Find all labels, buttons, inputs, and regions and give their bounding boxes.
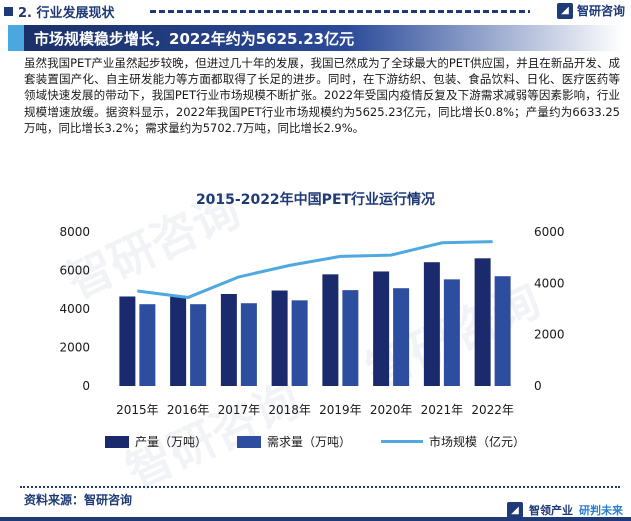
x-axis-tick: 2019年 (319, 403, 362, 417)
right-axis-tick: 2000 (534, 328, 565, 342)
market-size-line (137, 240, 493, 299)
right-axis-tick: 0 (534, 379, 542, 393)
right-axis-tick: 6000 (534, 225, 565, 239)
square-bullet-icon (4, 7, 13, 16)
bar-demand (342, 290, 359, 386)
bar-production (474, 258, 491, 386)
left-axis-tick: 8000 (59, 225, 90, 239)
brand-name: 智研咨询 (576, 4, 625, 18)
legend-swatch (237, 435, 262, 448)
bar-demand (240, 303, 257, 386)
top-bar: 2. 行业发展现状 ◢ 智研咨询 (0, 0, 631, 22)
legend-item-market-size: 市场规模（亿元） (381, 433, 525, 450)
footer-brand: ◢ 智领产业 研判未来 (507, 502, 623, 518)
legend-item-demand: 需求量（万吨） (237, 433, 351, 450)
legend-line (381, 440, 424, 443)
bar-demand (443, 279, 460, 386)
bar-production (170, 295, 187, 386)
footer: 资料来源：智研咨询 ◢ 智领产业 研判未来 (0, 486, 631, 521)
section-label-text: 2. 行业发展现状 (18, 6, 115, 21)
section-banner: 市场规模稳步增长，2022年约为5625.23亿元 (8, 25, 623, 51)
bar-production (271, 290, 288, 386)
bar-production (322, 274, 339, 386)
legend-item-production: 产量（万吨） (105, 433, 207, 450)
logo-icon: ◢ (556, 2, 573, 19)
x-axis-tick: 2018年 (268, 403, 311, 417)
chart-title: 2015-2022年中国PET行业运行情况 (195, 192, 436, 208)
legend-swatch (105, 435, 129, 448)
bar-demand (291, 300, 308, 386)
x-axis-tick: 2017年 (218, 403, 261, 417)
x-axis-tick: 2015年 (116, 403, 159, 417)
left-axis-tick: 4000 (59, 302, 90, 316)
banner-title: 市场规模稳步增长，2022年约为5625.23亿元 (34, 29, 355, 48)
bar-production (423, 262, 440, 386)
brand-logo: ◢ 智研咨询 (556, 2, 625, 19)
footer-rule (20, 486, 620, 488)
bar-production (119, 296, 136, 386)
left-axis-tick: 0 (82, 379, 90, 393)
x-axis-tick: 2020年 (370, 403, 413, 417)
footer-brand-right: 研判未来 (579, 504, 623, 517)
legend-label: 产量（万吨） (135, 435, 208, 449)
bar-production (220, 293, 237, 386)
x-axis-tick: 2016年 (167, 403, 210, 417)
banner-accent (8, 25, 24, 51)
source-note: 资料来源：智研咨询 (24, 493, 133, 507)
x-axis-tick: 2022年 (471, 403, 514, 417)
legend-label: 市场规模（亿元） (429, 435, 526, 449)
section-label: 2. 行业发展现状 (4, 2, 115, 21)
body-paragraph: 虽然我国PET产业虽然起步较晚，但进过几十年的发展，我国已然成为了全球最大的PE… (24, 56, 620, 135)
footer-bar (0, 517, 631, 521)
chart-legend: 产量（万吨） 需求量（万吨） 市场规模（亿元） (105, 433, 525, 450)
bar-demand (494, 276, 511, 386)
right-axis-tick: 4000 (534, 276, 565, 290)
bar-demand (393, 288, 410, 386)
legend-label: 需求量（万吨） (267, 435, 352, 449)
left-axis-tick: 2000 (59, 341, 90, 355)
bar-production (373, 271, 390, 386)
bar-demand (190, 304, 207, 386)
logo-icon: ◢ (507, 502, 523, 518)
dashed-rule (150, 10, 530, 13)
bar-demand (139, 304, 156, 386)
footer-brand-left: 智领产业 (529, 504, 573, 517)
left-axis-tick: 6000 (59, 264, 90, 278)
x-axis-tick: 2021年 (421, 403, 464, 417)
